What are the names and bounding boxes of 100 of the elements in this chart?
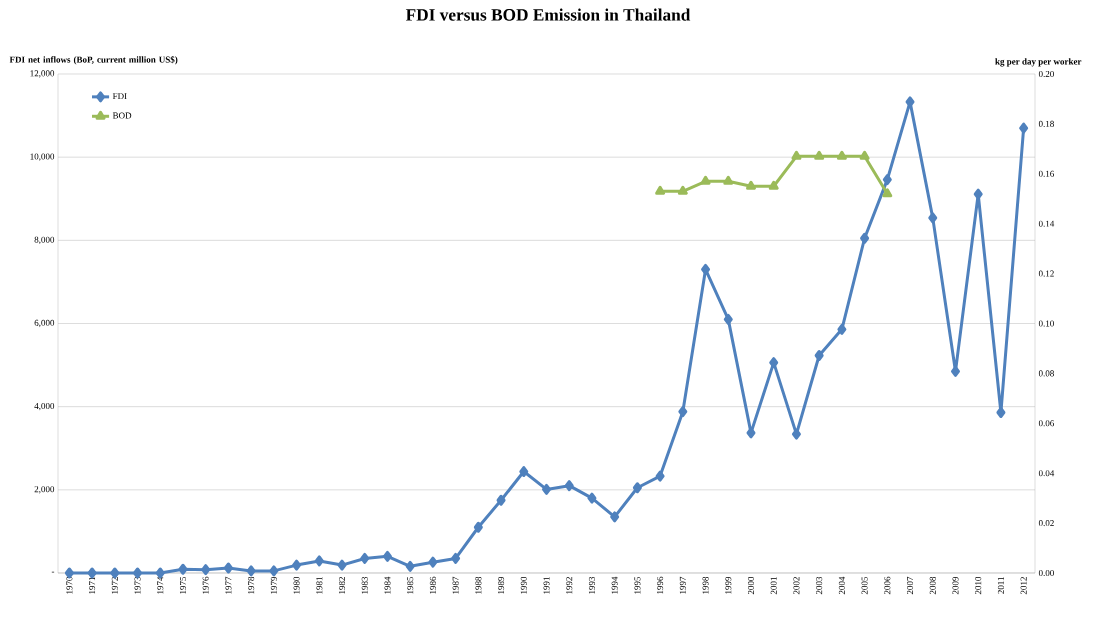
x-tick-label: 1980	[293, 576, 300, 594]
point	[723, 313, 733, 325]
point	[587, 492, 597, 504]
point	[178, 563, 188, 575]
point	[768, 180, 779, 190]
x-tick-label: 2010	[975, 576, 982, 595]
point	[791, 428, 801, 440]
x-tick-label: 1995	[634, 576, 641, 594]
y2-tick-label: 0.20	[1038, 70, 1054, 78]
x-tick-label: 2003	[816, 576, 823, 595]
point	[814, 150, 825, 160]
point	[678, 406, 688, 418]
x-tick-label: 1994	[611, 576, 618, 594]
y2-tick-label: 0.16	[1038, 170, 1055, 177]
x-tick-label: 2000	[747, 576, 755, 595]
point	[837, 323, 847, 335]
x-tick-label: 1986	[429, 576, 436, 594]
point	[655, 470, 665, 482]
x-tick-label: 1989	[498, 576, 505, 594]
point	[859, 150, 870, 160]
legend-label: FDI	[112, 93, 127, 100]
x-tick-label: 1979	[270, 576, 277, 594]
y2-tick-label: 0.08	[1038, 370, 1054, 377]
point	[973, 188, 983, 200]
point	[677, 185, 688, 195]
point	[451, 552, 461, 564]
point	[223, 562, 233, 574]
point	[564, 480, 574, 492]
y-tick-label: -	[51, 571, 55, 573]
x-tick-label: 1971	[89, 577, 96, 594]
y2-axis-title: kg per day per worker	[995, 58, 1082, 67]
point	[610, 511, 620, 523]
point	[746, 180, 756, 190]
point	[360, 552, 370, 564]
x-tick-label: 1985	[407, 576, 414, 594]
y2-tick-label: 0.02	[1038, 520, 1054, 527]
x-tick-label: 2009	[952, 576, 959, 595]
y-tick-label: 12,000	[30, 70, 55, 78]
point	[496, 494, 506, 506]
point	[701, 263, 711, 275]
point	[882, 174, 892, 186]
x-tick-label: 2005	[861, 576, 868, 595]
x-tick-label: 1976	[202, 576, 209, 594]
x-tick-label: 1972	[111, 577, 118, 594]
y2-tick-label: 0.18	[1038, 120, 1054, 127]
x-tick-label: 1977	[225, 576, 232, 594]
legend-label: BOD	[112, 112, 132, 119]
point	[201, 564, 211, 576]
point	[87, 567, 97, 579]
x-tick-label: 1987	[452, 576, 459, 594]
point	[700, 175, 711, 185]
x-tick-label: 1981	[316, 577, 323, 594]
point	[928, 212, 938, 224]
point	[473, 521, 483, 533]
point	[542, 483, 551, 495]
point	[836, 150, 847, 160]
x-tick-label: 1993	[588, 576, 595, 594]
point	[655, 185, 666, 195]
x-tick-label: 1991	[543, 577, 550, 594]
y-tick-label: 4,000	[34, 402, 55, 411]
point	[405, 560, 415, 572]
point	[769, 357, 779, 369]
y2-tick-label: 0.10	[1038, 320, 1054, 327]
point	[882, 188, 893, 198]
point	[723, 175, 734, 185]
x-tick-label: 1983	[361, 576, 368, 594]
x-tick-label: 1984	[384, 576, 391, 594]
point	[632, 482, 642, 494]
x-tick-label: 1990	[520, 576, 527, 594]
point	[292, 559, 302, 571]
point	[314, 555, 324, 567]
x-tick-label: 2001	[770, 577, 777, 595]
y-tick-label: 6,000	[34, 319, 55, 328]
y2-tick-label: 0.14	[1038, 220, 1055, 227]
y2-tick-label: 0.04	[1038, 470, 1055, 477]
x-tick-label: 2008	[929, 576, 936, 595]
chart-title: FDI versus BOD Emission in Thailand	[405, 8, 691, 21]
point	[269, 565, 279, 577]
point	[519, 466, 529, 478]
x-tick-label: 2011	[997, 577, 1004, 594]
y2-tick-label: 0.12	[1038, 270, 1054, 277]
x-tick-label: 1975	[179, 576, 186, 594]
y2-tick-label: 0.00	[1038, 569, 1054, 577]
x-tick-label: 2012	[1020, 577, 1027, 595]
x-tick-label: 1988	[475, 576, 482, 594]
x-tick-label: 2006	[884, 576, 891, 595]
x-tick-label: 1982	[338, 577, 346, 594]
x-tick-label: 1978	[248, 576, 255, 594]
point	[860, 232, 870, 244]
x-tick-label: 1999	[725, 576, 732, 594]
x-tick-label: 1997	[679, 576, 686, 594]
x-tick-label: 1998	[702, 576, 709, 594]
point	[1019, 122, 1029, 134]
point	[246, 565, 256, 577]
x-tick-label: 2007	[907, 576, 914, 595]
y-tick-label: 8,000	[34, 236, 55, 245]
point	[814, 350, 824, 362]
x-tick-label: 2002	[793, 577, 800, 595]
y-tick-label: 2,000	[34, 486, 55, 494]
point	[791, 150, 802, 160]
